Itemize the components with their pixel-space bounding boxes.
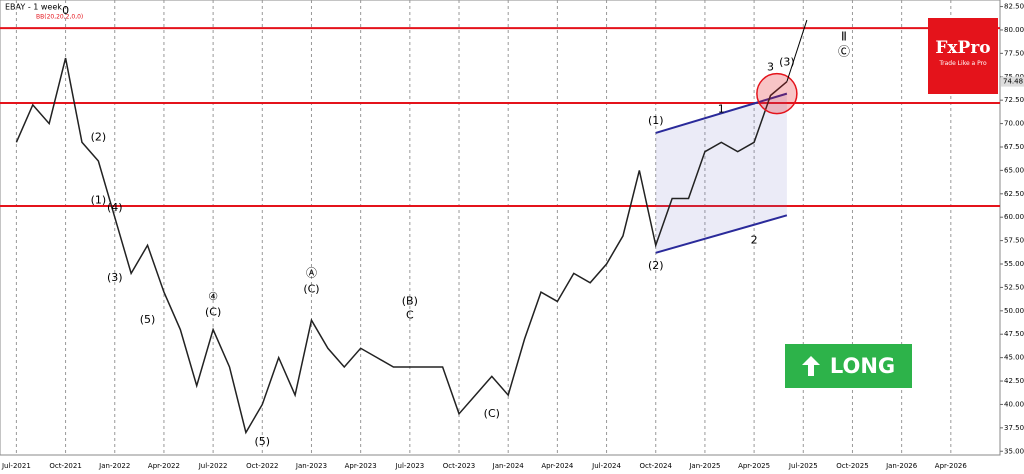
logo-brand: FxPro — [935, 38, 991, 58]
x-tick-label: Jul-2023 — [394, 462, 424, 470]
signal-text: LONG — [829, 354, 896, 378]
y-tick-label: 47.50 — [1004, 330, 1024, 338]
chart-title: EBAY - 1 week — [5, 3, 62, 12]
x-tick-label: Jan-2025 — [688, 462, 720, 470]
logo-tagline: Trade Like a Pro — [939, 60, 987, 67]
wave-annotation: (5) — [254, 435, 270, 448]
x-tick-label: Jul-2022 — [198, 462, 228, 470]
y-tick-label: 52.50 — [1004, 283, 1024, 291]
y-tick-label: 60.00 — [1004, 213, 1024, 221]
y-tick-label: 55.00 — [1004, 260, 1024, 268]
x-tick-label: Oct-2025 — [836, 462, 868, 470]
y-tick-label: 72.50 — [1004, 96, 1024, 104]
logo: FxPro Trade Like a Pro — [928, 18, 998, 94]
y-tick-label: 77.50 — [1004, 49, 1024, 57]
price-tag — [1001, 76, 1024, 87]
x-tick-label: Jul-2025 — [788, 462, 818, 470]
x-tick-label: Apr-2023 — [345, 462, 377, 470]
channel-upper — [655, 92, 788, 134]
x-tick-label: Apr-2025 — [738, 462, 770, 470]
x-tick-label: Apr-2026 — [935, 462, 968, 470]
x-tick-label: Apr-2024 — [541, 462, 574, 470]
wave-annotation: 0 — [62, 4, 69, 17]
wave-annotation: 1 — [718, 103, 725, 116]
wave-annotation: (1) — [648, 114, 664, 127]
wave-annotation: (2) — [91, 131, 107, 144]
x-tick-label: Jan-2024 — [492, 462, 525, 470]
wave-label: Ⅱ — [841, 30, 847, 44]
wave-annotation: (C) — [303, 282, 319, 295]
y-tick-label: 45.00 — [1004, 354, 1024, 362]
wave-annotation: 2 — [751, 234, 758, 247]
y-tick-label: 82.50 — [1004, 3, 1024, 11]
y-tick-label: 50.00 — [1004, 307, 1024, 315]
wave-annotation: (B) — [402, 294, 418, 307]
wave-annotation: C — [406, 309, 414, 322]
x-tick-label: Jan-2026 — [885, 462, 918, 470]
indicator-label: BB(20,20,2,0,0) — [36, 14, 83, 21]
y-tick-label: 37.50 — [1004, 424, 1024, 432]
price-tag-label: 74.48 — [1003, 78, 1023, 86]
y-tick-label: 35.00 — [1004, 447, 1024, 455]
target-arrow — [786, 19, 808, 82]
wave-annotation: (C) — [484, 407, 500, 420]
wave-annotation: (1) — [91, 193, 107, 206]
wave-annotation: Ⓐ — [306, 266, 317, 279]
y-tick-label: 70.00 — [1004, 120, 1024, 128]
wave-annotation: ④ — [208, 290, 218, 303]
plot-frame — [0, 0, 1001, 456]
x-tick-label: Jul-2024 — [591, 462, 621, 470]
x-tick-label: Oct-2023 — [443, 462, 475, 470]
x-tick-label: Oct-2021 — [49, 462, 81, 470]
y-tick-label: 42.50 — [1004, 377, 1024, 385]
y-tick-label: 67.50 — [1004, 143, 1024, 151]
y-tick-label: 62.50 — [1004, 190, 1024, 198]
wave-annotation: 3 — [767, 60, 774, 73]
price-line — [15, 57, 788, 435]
x-tick-label: Oct-2022 — [246, 462, 278, 470]
wave-annotation: (4) — [107, 201, 123, 214]
x-tick-label: Jan-2022 — [98, 462, 130, 470]
wave-annotation: (C) — [205, 306, 221, 319]
y-tick-label: 80.00 — [1004, 26, 1024, 34]
highlight-circle — [756, 72, 798, 115]
x-tick-label: Jan-2023 — [295, 462, 327, 470]
x-tick-label: Oct-2024 — [640, 462, 673, 470]
x-tick-label: Apr-2022 — [148, 462, 180, 470]
signal-badge: LONG — [785, 344, 912, 388]
channel-fill — [655, 93, 787, 253]
y-tick-label: 57.50 — [1004, 237, 1024, 245]
wave-annotation: (3) — [107, 271, 123, 284]
channel-lower — [655, 214, 788, 254]
wave-annotation: (3) — [779, 56, 795, 69]
wave-sub-label: Ⓒ — [838, 45, 850, 59]
y-tick-label: 65.00 — [1004, 166, 1024, 174]
x-tick-label: Jul-2021 — [1, 462, 31, 470]
y-tick-label: 40.00 — [1004, 400, 1024, 408]
wave-annotation: (5) — [140, 313, 156, 326]
wave-annotation: (2) — [648, 259, 664, 272]
up-arrow — [801, 356, 820, 376]
